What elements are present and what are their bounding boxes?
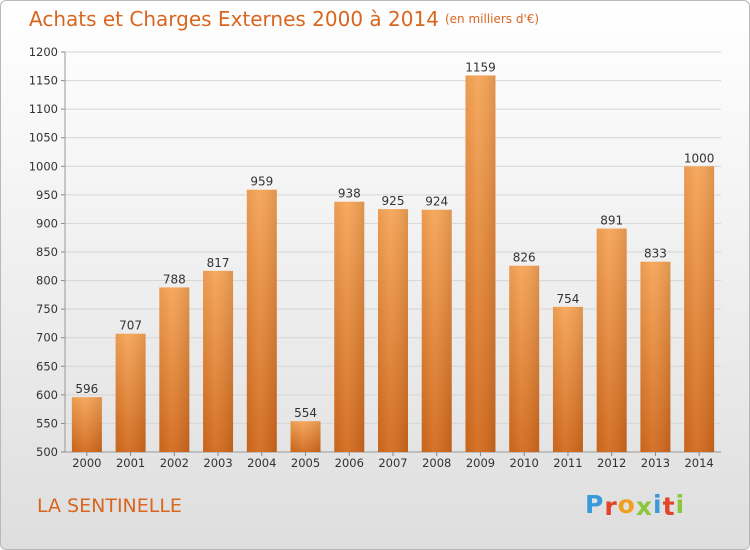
x-tick-label: 2002 <box>160 456 189 470</box>
bar-shade <box>684 166 715 453</box>
data-label: 959 <box>250 175 273 189</box>
bar-shade <box>71 397 102 452</box>
chart-title-text: Achats et Charges Externes 2000 à 2014 <box>29 7 439 31</box>
bar-shade <box>246 189 277 452</box>
x-tick-label: 2003 <box>203 456 232 470</box>
y-tick-label: 950 <box>36 188 58 202</box>
bar-shade <box>465 75 496 452</box>
logo-letter: r <box>604 492 618 521</box>
data-label: 817 <box>207 256 230 270</box>
x-tick-label: 2006 <box>335 456 364 470</box>
y-tick-label: 650 <box>36 359 58 373</box>
x-tick-label: 2011 <box>553 456 582 470</box>
logo-letter: o <box>617 490 636 519</box>
labels: 500 550 600 650 700 750 800 850 900 950 1000 1050 11… <box>29 45 715 470</box>
y-tick-label: 800 <box>36 274 58 288</box>
logo-letter: t <box>662 492 676 521</box>
logo-letter: i <box>653 490 663 519</box>
data-label: 938 <box>338 187 361 201</box>
bar-shade <box>509 265 540 452</box>
bar-shade <box>203 270 234 452</box>
data-label: 1000 <box>684 151 715 165</box>
y-tick-label: 1050 <box>29 131 58 145</box>
location-name: LA SENTINELLE <box>37 495 182 517</box>
x-tick-label: 2009 <box>466 456 495 470</box>
logo-letter: P <box>585 490 605 519</box>
x-tick-label: 2001 <box>116 456 145 470</box>
bar-shade <box>421 209 452 452</box>
x-tick-label: 2007 <box>378 456 407 470</box>
y-tick-label: 1200 <box>29 45 58 59</box>
bar-shade <box>596 228 627 452</box>
data-label: 826 <box>513 251 536 265</box>
x-tick-label: 2013 <box>641 456 670 470</box>
y-tick-label: 1000 <box>29 159 58 173</box>
data-label: 924 <box>425 195 448 209</box>
bar-shade <box>334 201 365 452</box>
logo-letter: x <box>635 492 653 521</box>
bar-shade <box>640 261 671 452</box>
y-tick-label: 1100 <box>29 102 58 116</box>
x-tick-label: 2012 <box>597 456 626 470</box>
data-label: 788 <box>163 272 186 286</box>
y-tick-label: 1150 <box>29 74 58 88</box>
chart-unit: (en milliers d'€) <box>444 12 540 26</box>
data-label: 754 <box>556 292 579 306</box>
bar-shade <box>159 287 190 452</box>
chart-title: Achats et Charges Externes 2000 à 2014 (e… <box>29 7 539 31</box>
data-label: 554 <box>294 406 317 420</box>
proxiti-logo[interactable]: Proxiti <box>585 490 686 521</box>
data-label: 833 <box>644 247 667 261</box>
y-tick-label: 850 <box>36 245 58 259</box>
y-tick-label: 750 <box>36 302 58 316</box>
bar-shade <box>115 333 146 452</box>
x-tick-label: 2004 <box>247 456 276 470</box>
data-label: 925 <box>382 194 405 208</box>
data-label: 1159 <box>465 60 496 74</box>
x-tick-label: 2010 <box>510 456 539 470</box>
x-tick-label: 2014 <box>684 456 713 470</box>
bar-shade <box>378 209 408 452</box>
x-tick-label: 2000 <box>72 456 101 470</box>
bar-shade <box>552 306 583 452</box>
data-label: 596 <box>75 382 98 396</box>
y-tick-label: 550 <box>36 416 58 430</box>
bars <box>71 75 715 453</box>
x-tick-label: 2005 <box>291 456 320 470</box>
y-tick-label: 700 <box>36 331 58 345</box>
y-tick-label: 600 <box>36 388 58 402</box>
bar-shade <box>290 421 321 452</box>
data-label: 891 <box>600 214 623 228</box>
y-tick-label: 500 <box>36 445 58 459</box>
logo-letter: i <box>675 490 686 519</box>
y-tick-label: 900 <box>36 216 58 230</box>
x-tick-label: 2008 <box>422 456 451 470</box>
data-label: 707 <box>119 319 142 333</box>
